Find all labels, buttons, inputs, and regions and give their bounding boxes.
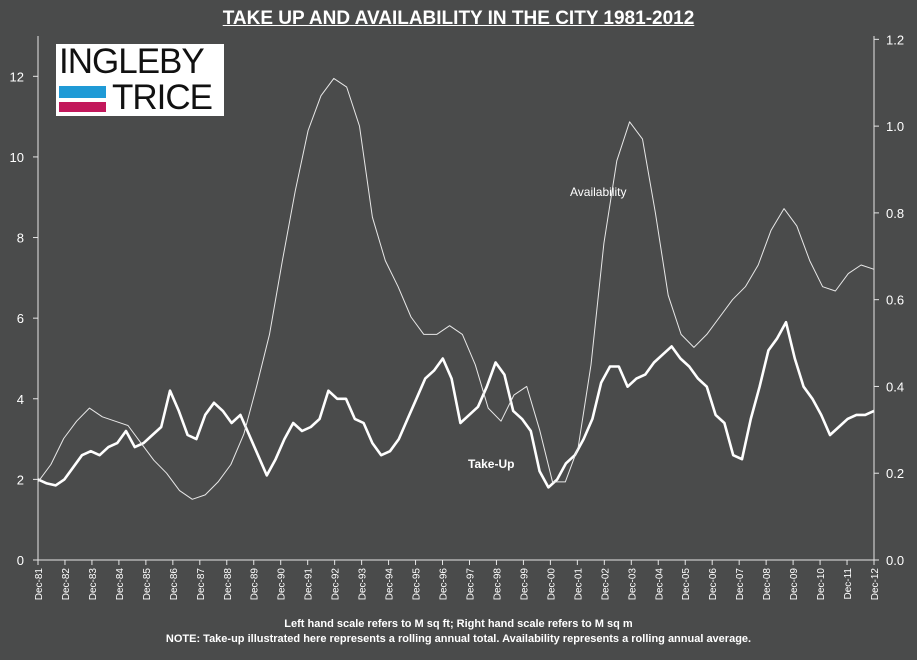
x-tick-label: Dec-07 (735, 568, 746, 601)
availability-label: Availability (570, 185, 626, 199)
left-tick-label: 6 (17, 311, 24, 326)
x-tick-label: Dec-87 (196, 568, 207, 601)
x-tick-label: Dec-09 (789, 568, 800, 601)
x-tick-label: Dec-04 (654, 568, 665, 601)
logo-magenta-bar (59, 102, 106, 112)
left-tick-label: 12 (10, 69, 24, 84)
right-tick-label: 1.0 (886, 119, 904, 134)
left-tick-label: 2 (17, 472, 24, 487)
left-tick-label: 0 (17, 553, 24, 568)
x-tick-label: Dec-11 (843, 568, 854, 600)
x-tick-label: Dec-05 (681, 568, 692, 601)
logo-line2: TRICE (112, 78, 213, 117)
x-tick-label: Dec-82 (61, 568, 72, 601)
x-tick-label: Dec-10 (816, 568, 827, 601)
x-tick-label: Dec-00 (546, 568, 557, 601)
x-tick-label: Dec-89 (250, 568, 261, 601)
right-tick-label: 0.4 (886, 379, 904, 394)
x-tick-label: Dec-91 (304, 568, 315, 601)
x-tick-label: Dec-99 (519, 568, 530, 601)
x-tick-label: Dec-92 (331, 568, 342, 601)
ingleby-trice-logo: INGLEBY TRICE (56, 44, 224, 116)
x-tick-label: Dec-84 (115, 568, 126, 601)
x-tick-label: Dec-94 (385, 568, 396, 601)
x-tick-label: Dec-06 (708, 568, 719, 601)
takeup-line (37, 320, 875, 489)
right-tick-label: 0.2 (886, 466, 904, 481)
x-tick-label: Dec-88 (223, 568, 234, 601)
right-tick-label: 1.2 (886, 32, 904, 47)
x-tick-label: Dec-08 (762, 568, 773, 601)
logo-blue-bar (59, 86, 106, 98)
takeup-label: Take-Up (468, 457, 514, 471)
right-tick-label: 0.6 (886, 293, 904, 308)
x-tick-label: Dec-81 (34, 568, 45, 601)
x-tick-label: Dec-86 (169, 568, 180, 601)
chart-title: TAKE UP AND AVAILABILITY IN THE CITY 198… (222, 8, 695, 29)
x-tick-label: Dec-93 (358, 568, 369, 601)
x-tick-label: Dec-95 (412, 568, 423, 601)
footnote-note: NOTE: Take-up illustrated here represent… (165, 633, 752, 645)
availability-line (37, 77, 875, 500)
x-tick-label: Dec-01 (573, 568, 584, 601)
footnote-scale: Left hand scale refers to M sq ft; Right… (284, 618, 633, 630)
x-tick-label: Dec-12 (870, 568, 881, 601)
logo-line1: INGLEBY (59, 42, 205, 81)
right-tick-label: 0.0 (886, 553, 904, 568)
x-tick-label: Dec-90 (277, 568, 288, 601)
left-tick-label: 10 (10, 150, 24, 165)
x-tick-label: Dec-96 (439, 568, 450, 601)
x-tick-label: Dec-02 (600, 568, 611, 601)
left-tick-label: 8 (17, 231, 24, 246)
x-tick-label: Dec-97 (465, 568, 476, 601)
left-tick-label: 4 (17, 392, 24, 407)
x-tick-label: Dec-83 (88, 568, 99, 601)
right-tick-label: 0.8 (886, 206, 904, 221)
x-tick-label: Dec-03 (627, 568, 638, 601)
x-tick-label: Dec-98 (492, 568, 503, 601)
x-tick-label: Dec-85 (142, 568, 153, 601)
